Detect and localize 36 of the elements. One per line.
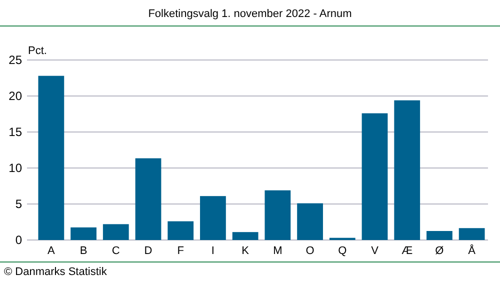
bar: [70, 227, 96, 240]
x-tick-label: A: [48, 245, 56, 257]
y-axis-title: Pct.: [28, 45, 47, 57]
bar: [394, 100, 420, 240]
y-tick-label: 5: [15, 197, 22, 212]
x-tick-label: Ø: [435, 245, 444, 257]
bar: [297, 203, 323, 240]
x-tick-label: Æ: [402, 245, 413, 257]
bar: [102, 224, 129, 240]
x-tick-label: I: [211, 245, 214, 257]
x-tick-label: K: [242, 245, 250, 257]
bar: [200, 196, 226, 240]
x-tick-label: D: [144, 245, 152, 257]
x-tick-label: F: [177, 245, 184, 257]
y-tick-label: 0: [15, 233, 22, 248]
bar: [168, 221, 194, 240]
y-tick-label: 20: [8, 89, 22, 104]
y-tick-label: 25: [8, 53, 22, 68]
chart-title: Folketingsvalg 1. november 2022 - Arnum: [148, 8, 352, 20]
bar: [362, 113, 388, 240]
y-tick-label: 15: [8, 125, 22, 140]
y-tick-label: 10: [8, 161, 22, 176]
bar: [426, 231, 452, 240]
bar: [38, 76, 64, 240]
bar: [264, 190, 291, 240]
x-tick-label: V: [371, 245, 380, 257]
x-tick-label: B: [80, 245, 88, 257]
bar: [232, 232, 258, 240]
x-tick-label: C: [112, 245, 120, 257]
x-tick-label: M: [273, 245, 282, 257]
x-tick-label: O: [306, 245, 315, 257]
text: © Danmarks Statistik: [4, 266, 108, 278]
bar: [458, 228, 485, 240]
bar: [135, 158, 162, 240]
x-tick-label: Q: [338, 245, 348, 257]
x-tick-label: Å: [468, 244, 476, 257]
